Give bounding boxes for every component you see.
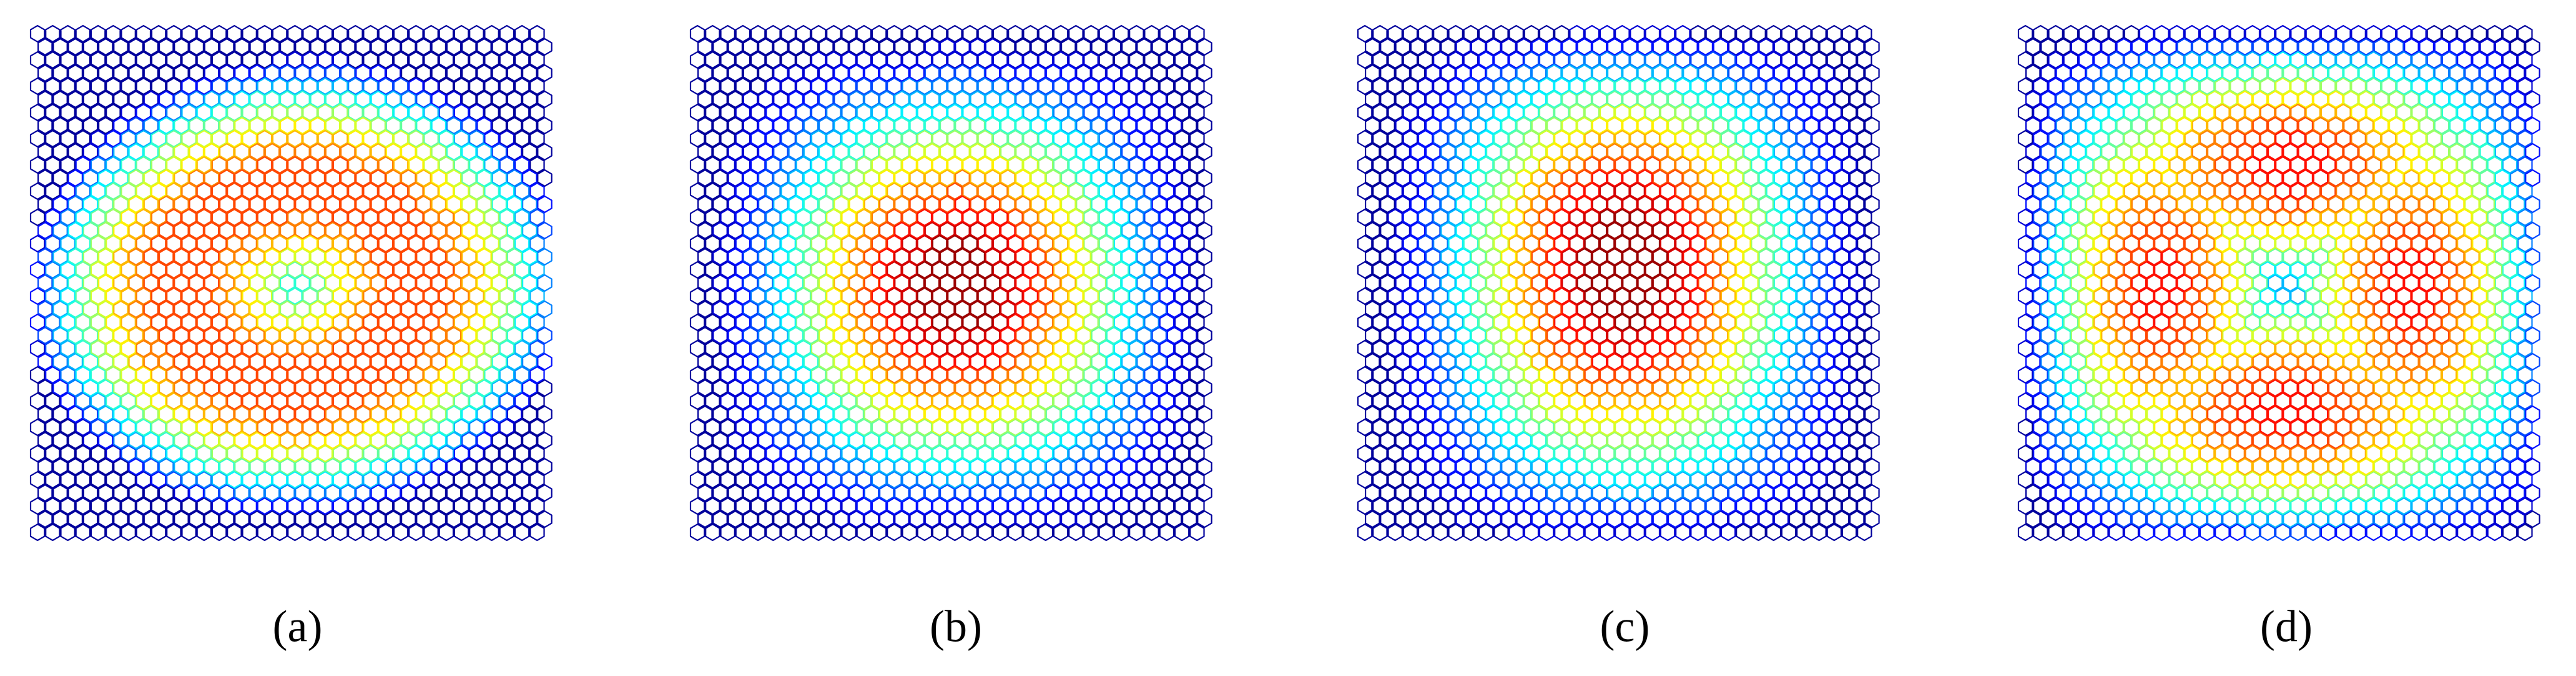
- lattice-cells: [2048, 51, 2525, 515]
- lattice-cells: [2070, 77, 2503, 502]
- lattice-cells: [37, 64, 553, 502]
- lattice-cells: [2055, 64, 2518, 515]
- lattice-cells: [98, 117, 492, 449]
- lattice-cells: [45, 77, 553, 502]
- lattice-cells: [2017, 25, 2540, 541]
- lattice-cells: [1508, 130, 1736, 410]
- lattice-cells: [29, 51, 523, 515]
- lattice-cells: [1501, 117, 1751, 423]
- lattice-cells: [2116, 117, 2457, 449]
- lattice-cells: [2025, 38, 2540, 541]
- lattice-cells: [727, 64, 1182, 515]
- lattice-cells: [2017, 25, 2540, 541]
- lattice-cells: [1493, 104, 1759, 436]
- lattice-cells: [750, 77, 1159, 489]
- lattice-cells: [29, 64, 553, 515]
- lattice-cells: [2040, 51, 2533, 528]
- lattice-cells: [742, 64, 1167, 502]
- lattice-cells: [2131, 130, 2442, 436]
- lattice-cells: [833, 169, 1076, 410]
- lattice-cells: [143, 156, 455, 423]
- lattice-cells: [765, 91, 1144, 489]
- lattice-cells: [1576, 209, 1676, 331]
- lattice-cells: [712, 38, 1197, 528]
- lattice-cells: [2086, 91, 2487, 489]
- lattice-cells: [82, 104, 515, 462]
- lattice-cells: [1387, 25, 1865, 541]
- lattice-cells: [1531, 156, 1721, 384]
- panel-label: (d): [2260, 602, 2313, 652]
- lattice-cells: [67, 91, 530, 475]
- lattice-cells: [1448, 77, 1797, 489]
- lattice-cells: [52, 77, 545, 489]
- lattice-cells: [1561, 182, 1691, 357]
- lattice-cells: [803, 130, 1106, 436]
- lattice-cells: [848, 169, 1061, 397]
- lattice-cells: [1546, 169, 1706, 370]
- lattice-cells: [2093, 104, 2480, 475]
- lattice-cells: [75, 104, 523, 475]
- lattice-cells: [29, 25, 553, 541]
- lattice-cells: [856, 182, 1054, 384]
- panel-label: (a): [273, 602, 323, 652]
- lattice-cells: [1440, 64, 1812, 502]
- lattice-cells: [128, 143, 469, 436]
- lattice-cells: [2040, 51, 2533, 528]
- lattice-cells: [887, 222, 1023, 357]
- lattice-cells: [1523, 143, 1729, 397]
- lattice-cells: [2063, 64, 2510, 502]
- lattice-panel: [689, 25, 1212, 541]
- lattice-panel: [1357, 25, 1880, 541]
- panel-label: (c): [1600, 602, 1650, 652]
- panel-label: (b): [930, 602, 982, 652]
- lattice-cells: [1357, 25, 1880, 541]
- lattice-cells: [1463, 77, 1789, 475]
- lattice-cells: [1478, 104, 1766, 449]
- lattice-cells: [1417, 51, 1834, 515]
- lattice-cells: [1402, 38, 1842, 528]
- lattice-cells: [2033, 38, 2540, 541]
- lattice-cells: [60, 91, 538, 489]
- lattice-cells: [689, 25, 1212, 541]
- lattice-panel: [29, 25, 553, 541]
- lattice-cells: [1433, 51, 1819, 502]
- lattice-cells: [871, 196, 1038, 370]
- lattice-cells: [773, 104, 1137, 475]
- lattice-panel: [2017, 25, 2540, 541]
- lattice-cells: [1470, 91, 1782, 462]
- lattice-cells: [2078, 77, 2495, 489]
- lattice-cells: [90, 117, 507, 462]
- lattice-cells: [909, 235, 1001, 331]
- lattice-cells: [826, 156, 1084, 423]
- lattice-cells: [819, 143, 1099, 436]
- lattice-cells: [788, 117, 1129, 462]
- lattice-cells: [113, 130, 484, 449]
- lattice-cells: [2101, 104, 2472, 462]
- lattice-cells: [795, 117, 1114, 449]
